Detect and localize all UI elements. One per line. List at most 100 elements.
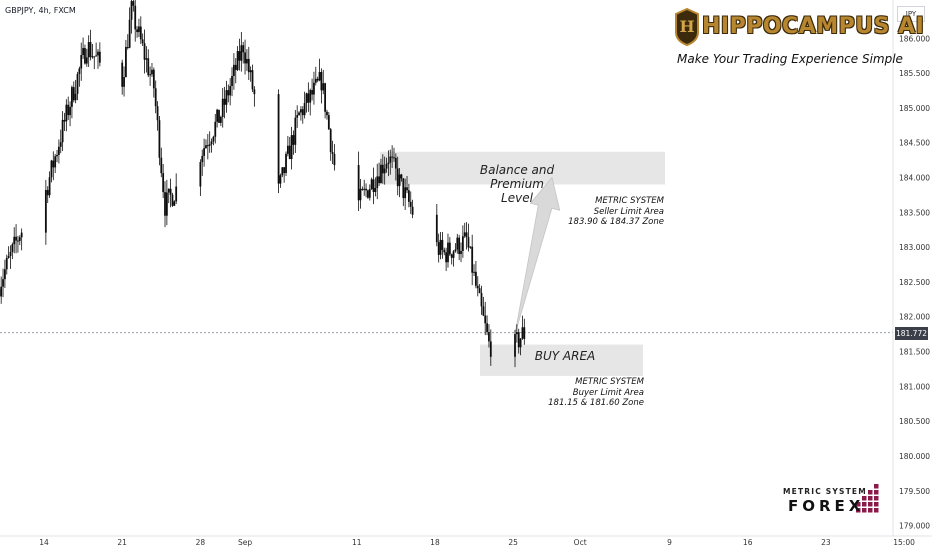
candle-body <box>361 188 364 190</box>
candle-body <box>221 98 224 117</box>
candle-body <box>448 242 451 255</box>
candle-body <box>85 57 88 64</box>
candle-body <box>141 39 144 44</box>
candle-body <box>367 190 369 198</box>
logo-bar-square <box>874 508 879 513</box>
candle-body <box>244 52 246 64</box>
candle-body <box>473 271 475 273</box>
candle-body <box>447 242 449 263</box>
candle-body <box>138 26 140 33</box>
time-tick-label: 18 <box>430 538 440 547</box>
candle-body <box>307 93 310 103</box>
candle-body <box>253 89 256 95</box>
candle-body <box>393 157 395 159</box>
candle-body <box>72 87 75 101</box>
candle-body <box>67 104 70 116</box>
candle-body <box>331 152 334 154</box>
price-axis[interactable]: 179.000 179.500 180.000 180.500 181.000 181.5… <box>899 34 930 530</box>
candle-body <box>203 148 206 156</box>
candle-body <box>18 237 21 241</box>
candle-body <box>130 1 133 20</box>
candle-body <box>121 62 124 87</box>
currency-button[interactable]: JPY <box>897 6 925 22</box>
price-tick-label: 179.500 <box>899 487 930 496</box>
candle-body <box>123 77 125 87</box>
candle-body <box>162 173 165 193</box>
price-tick-label: 182.500 <box>899 278 930 287</box>
candle-body <box>52 160 55 168</box>
candle-body <box>380 164 382 184</box>
candle-body <box>519 338 522 348</box>
candle-body <box>383 168 386 174</box>
candle-body <box>147 58 150 76</box>
candle-body <box>149 74 152 76</box>
time-tick-label: 15:00 <box>893 538 915 547</box>
candle-body <box>292 135 295 145</box>
time-axis[interactable]: 14 21 28 Sep 11 18 25 Oct 9 16 23 15:00 <box>39 538 915 547</box>
candle-body <box>329 129 332 153</box>
candle-body <box>461 236 464 251</box>
time-tick-label: Oct <box>574 538 587 547</box>
candle-body <box>167 188 170 193</box>
candle-body <box>370 179 373 190</box>
candle-body <box>145 58 148 60</box>
candle-body <box>387 162 390 164</box>
candle-body <box>327 115 330 130</box>
candle-body <box>0 286 3 297</box>
candle-body <box>454 249 457 252</box>
candle-body <box>175 186 178 202</box>
candle-body <box>125 46 127 78</box>
buyer-zone-system: METRIC SYSTEM <box>575 377 644 387</box>
candle-body <box>475 271 477 286</box>
logo-top-text: METRIC SYSTEM <box>783 487 867 496</box>
candle-body <box>171 194 174 206</box>
candle-body <box>56 154 58 157</box>
logo-bar-square <box>874 484 879 489</box>
seller-limit-zone[interactable] <box>380 151 665 185</box>
candle-body <box>78 68 81 74</box>
candle-body <box>242 45 245 53</box>
candle-body <box>11 244 14 252</box>
candle-body <box>480 292 483 307</box>
time-tick-label: 23 <box>821 538 831 547</box>
candle-body <box>324 83 327 112</box>
candle-body <box>219 116 222 123</box>
projection-arrow[interactable] <box>514 176 561 335</box>
candle-body <box>396 168 399 187</box>
candle-body <box>231 76 233 86</box>
candle-body <box>288 145 291 159</box>
candle-body <box>246 58 248 64</box>
candle-body <box>251 70 254 90</box>
brand-tagline: Make Your Trading Experience Simple <box>677 52 903 66</box>
buyer-limit-zone[interactable] <box>480 344 643 376</box>
candle-body <box>517 332 520 348</box>
candle-body <box>210 141 213 145</box>
candle-body <box>97 51 99 56</box>
candle-body <box>456 237 459 250</box>
current-price-label: 181.772 <box>895 327 928 340</box>
candle-body <box>313 82 315 95</box>
price-tick-label: 181.500 <box>899 348 930 357</box>
candle-body <box>69 106 71 116</box>
candle-body <box>208 144 211 146</box>
candle-body <box>132 1 135 6</box>
candle-body <box>165 192 168 216</box>
candle-body <box>236 51 239 70</box>
time-tick-label: 21 <box>117 538 127 547</box>
candle-body <box>385 163 388 169</box>
seller-zone-title-line2: Level <box>501 191 533 205</box>
candle-body <box>4 269 6 280</box>
candle-body <box>50 160 53 178</box>
candle-body <box>452 251 455 258</box>
forex-logo-bars <box>856 484 879 513</box>
seller-zone-note: METRIC SYSTEM Seller Limit Area 183.90 &… <box>548 196 664 228</box>
candle-body <box>478 288 481 293</box>
price-tick-label: 184.500 <box>899 139 930 148</box>
candle-body <box>404 187 407 199</box>
candle-body <box>465 232 468 238</box>
candle-body <box>216 109 219 122</box>
candle-body <box>128 19 131 48</box>
logo-bar-square <box>874 502 879 507</box>
candle-body <box>523 327 526 339</box>
